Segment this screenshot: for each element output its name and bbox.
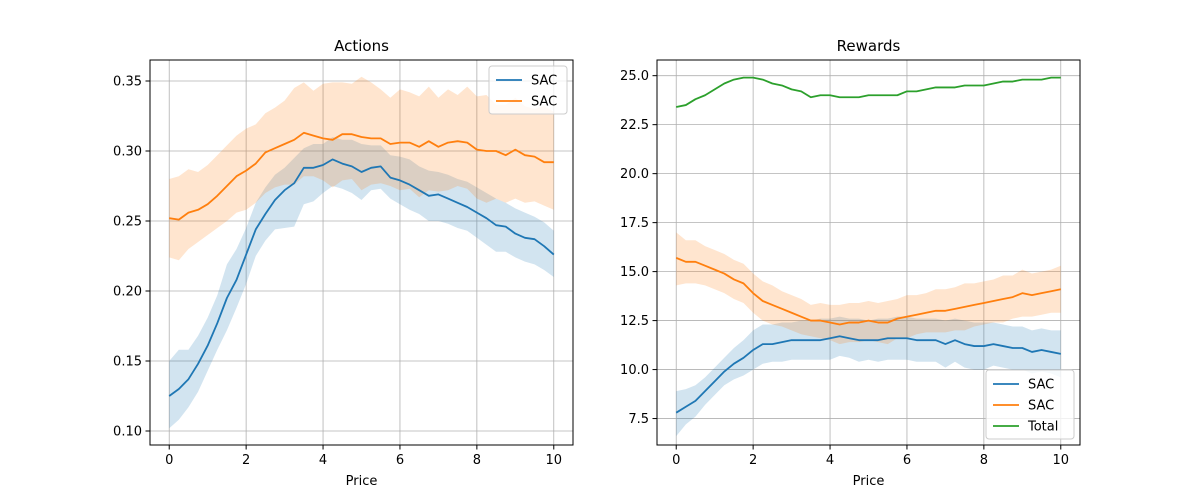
chart-actions-ytick-label-2: 0.20	[113, 285, 142, 300]
chart-rewards-ytick-label-5: 20.0	[620, 167, 649, 182]
chart-rewards-xtick-label-4: 8	[980, 453, 988, 468]
chart-actions-legend: SAC SAC	[488, 65, 568, 115]
chart-rewards-band-0	[676, 316, 1061, 437]
chart-rewards-ytick-label-2: 12.5	[620, 314, 649, 329]
chart-rewards-ytick-label-0: 7.5	[628, 412, 649, 427]
chart-rewards-legend-label-2: Total	[1027, 420, 1058, 435]
chart-actions-ytick-label-4: 0.30	[113, 145, 142, 160]
chart-rewards-legend-box	[985, 369, 1075, 440]
chart-rewards-xtick-label-5: 10	[1052, 453, 1069, 468]
chart-rewards-xtick-label-0: 0	[672, 453, 680, 468]
chart-actions-line-0	[168, 158, 555, 397]
chart-actions: Actions 0 2 4 6 8 10 0.10 0.15 0.20 0.25 0.30 0.35 Pr…	[113, 37, 574, 489]
chart-actions-frame	[149, 59, 574, 446]
chart-rewards-legend-label-1: SAC	[1028, 399, 1054, 414]
chart-actions-line-1	[169, 131, 554, 221]
chart-actions-xtick-label-1: 2	[242, 453, 250, 468]
chart-rewards-ytick-label-7: 25.0	[620, 69, 649, 84]
chart-rewards-xtick-label-2: 4	[826, 453, 834, 468]
chart-actions-ytick-label-1: 0.15	[113, 355, 142, 370]
chart-rewards-line-0	[675, 335, 1061, 414]
chart-rewards-plot-area	[675, 76, 1061, 437]
chart-actions-xtick-label-4: 8	[473, 453, 481, 468]
chart-rewards-xlabel: Price	[853, 474, 885, 489]
chart-rewards-title: Rewards	[837, 37, 901, 55]
chart-rewards-xtick-label-1: 2	[749, 453, 757, 468]
chart-rewards: Rewards 0 2 4 6 8 10 7.5 10.0 12.5 15.0 17.5 20.0 22.…	[620, 37, 1081, 489]
chart-rewards-legend: SAC SAC Total	[985, 369, 1075, 440]
chart-actions-xtick-label-0: 0	[165, 453, 173, 468]
chart-actions-band-1	[169, 76, 554, 261]
chart-rewards-ytick-label-1: 10.0	[620, 363, 649, 378]
chart-actions-ytick-label-5: 0.35	[113, 75, 142, 90]
chart-rewards-frame	[656, 59, 1081, 446]
chart-actions-xlabel: Price	[346, 474, 378, 489]
chart-actions-xtick-label-3: 6	[396, 453, 404, 468]
chart-rewards-ytick-label-4: 17.5	[620, 216, 649, 231]
chart-actions-xtick-label-5: 10	[545, 453, 562, 468]
chart-rewards-line-2	[676, 76, 1061, 108]
chart-actions-ytick-label-3: 0.25	[113, 215, 142, 230]
chart-actions-xtick-label-2: 4	[319, 453, 327, 468]
chart-actions-ytick-label-0: 0.10	[113, 425, 142, 440]
chart-actions-legend-label-1: SAC	[531, 95, 557, 110]
chart-actions-plot-area	[168, 76, 555, 429]
chart-actions-legend-box	[488, 65, 568, 115]
chart-actions-band-0	[169, 137, 554, 429]
chart-rewards-legend-label-0: SAC	[1028, 378, 1054, 393]
chart-rewards-band-1	[676, 232, 1061, 345]
chart-actions-legend-label-0: SAC	[531, 74, 557, 89]
chart-rewards-ytick-label-3: 15.0	[620, 265, 649, 280]
chart-rewards-xtick-label-3: 6	[903, 453, 911, 468]
chart-rewards-ytick-label-6: 22.5	[620, 118, 649, 133]
chart-actions-title: Actions	[334, 37, 389, 55]
chart-rewards-line-1	[675, 257, 1061, 326]
